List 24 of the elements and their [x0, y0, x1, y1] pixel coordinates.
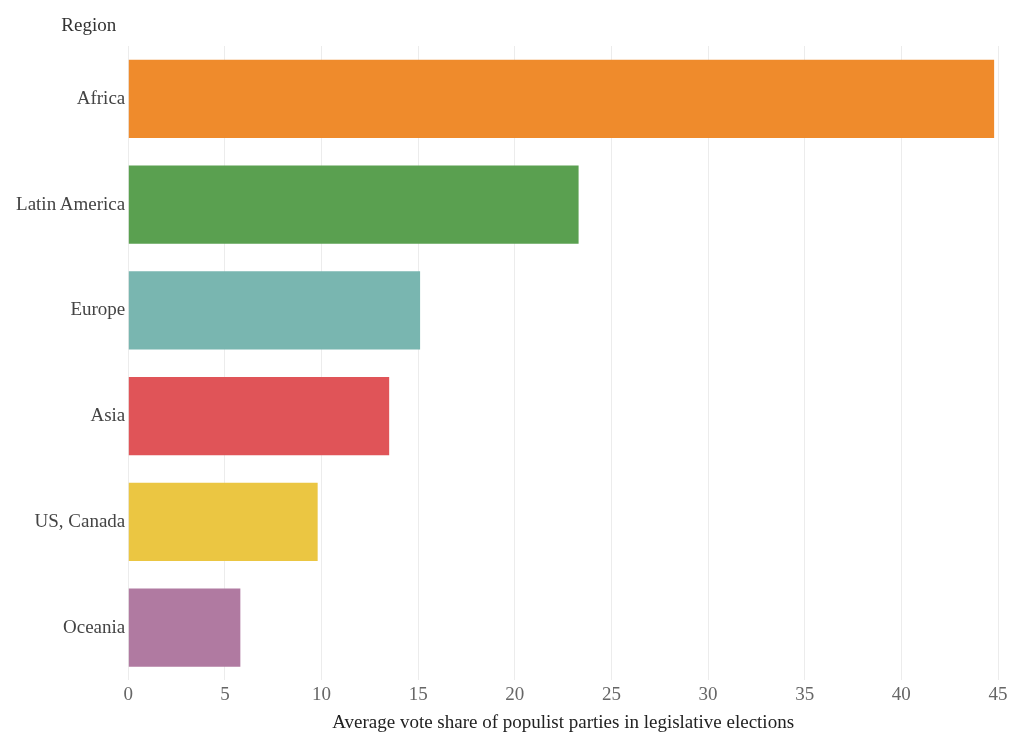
x-tick-label: 10	[312, 682, 332, 704]
x-tick-label: 20	[505, 682, 525, 704]
x-tick-label: 30	[698, 682, 718, 704]
x-tick-label: 25	[601, 682, 621, 704]
bar	[128, 376, 390, 456]
y-tick-label: Europe	[70, 298, 126, 320]
y-tick-label: Africa	[76, 86, 126, 108]
x-tick-label: 40	[891, 682, 911, 704]
bar	[128, 165, 579, 244]
x-tick-label: 0	[123, 682, 133, 704]
bar	[128, 482, 318, 561]
y-axis-title: Region	[61, 13, 117, 35]
x-tick-label: 5	[220, 682, 230, 704]
bar	[128, 588, 241, 667]
bar	[128, 271, 421, 350]
y-tick-label: US, Canada	[34, 509, 126, 531]
y-tick-label: Latin America	[16, 192, 126, 214]
x-axis-title: Average vote share of populist parties in legislative elections	[332, 710, 795, 732]
x-tick-label: 35	[795, 682, 815, 704]
y-tick-label: Asia	[90, 404, 126, 426]
bar	[128, 59, 995, 138]
x-tick-label: 15	[408, 682, 428, 704]
x-tick-label: 45	[988, 682, 1008, 704]
y-tick-label: Oceania	[63, 615, 126, 637]
